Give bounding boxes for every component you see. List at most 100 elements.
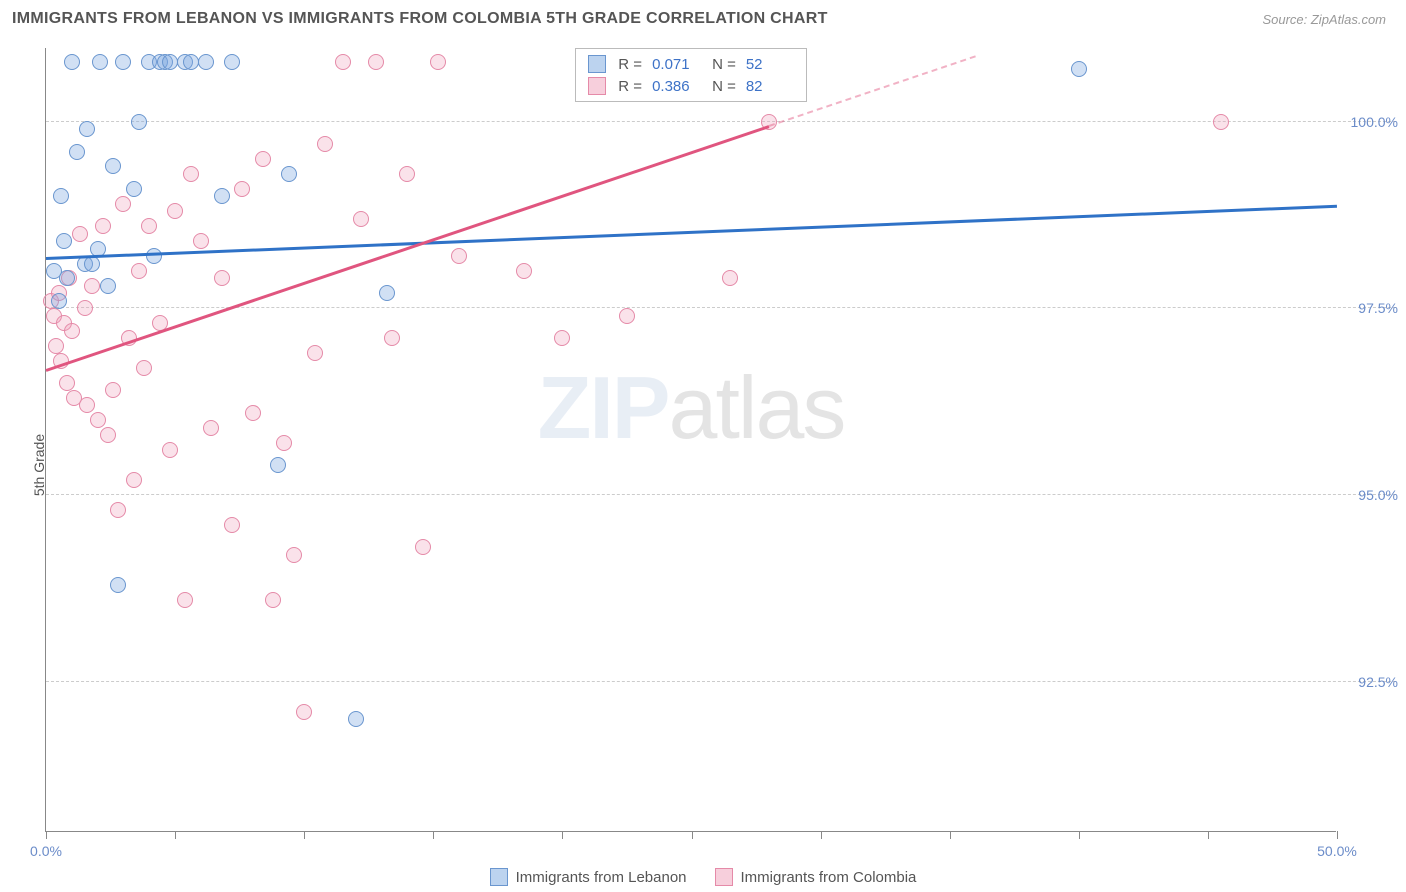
scatter-point (368, 54, 384, 70)
x-tick (1208, 831, 1209, 839)
swatch-pink-icon (715, 868, 733, 886)
scatter-point (430, 54, 446, 70)
scatter-point (722, 270, 738, 286)
scatter-point (100, 427, 116, 443)
scatter-point (224, 517, 240, 533)
scatter-point (183, 166, 199, 182)
scatter-point (415, 539, 431, 555)
scatter-point (198, 54, 214, 70)
scatter-point (265, 592, 281, 608)
scatter-point (141, 218, 157, 234)
scatter-point (193, 233, 209, 249)
gridline (46, 494, 1396, 495)
scatter-point (53, 188, 69, 204)
scatter-point (146, 248, 162, 264)
scatter-point (115, 196, 131, 212)
scatter-point (296, 704, 312, 720)
scatter-point (110, 502, 126, 518)
scatter-point (48, 338, 64, 354)
x-tick-label: 50.0% (1317, 843, 1357, 859)
y-tick-label: 97.5% (1342, 300, 1398, 316)
scatter-point (95, 218, 111, 234)
scatter-point (554, 330, 570, 346)
scatter-point (384, 330, 400, 346)
scatter-point (79, 397, 95, 413)
legend-item-lebanon: Immigrants from Lebanon (490, 868, 687, 886)
swatch-blue-icon (588, 55, 606, 73)
scatter-point (126, 472, 142, 488)
x-tick (692, 831, 693, 839)
scatter-point (399, 166, 415, 182)
legend-label-blue: Immigrants from Lebanon (516, 869, 687, 886)
scatter-point (59, 270, 75, 286)
scatter-point (126, 181, 142, 197)
chart-container: 5th Grade ZIPatlas R =0.071N =52R =0.386… (0, 38, 1406, 892)
scatter-point (100, 278, 116, 294)
scatter-point (115, 54, 131, 70)
gridline (46, 121, 1396, 122)
y-tick-label: 95.0% (1342, 487, 1398, 503)
scatter-point (214, 270, 230, 286)
scatter-point (224, 54, 240, 70)
scatter-point (72, 226, 88, 242)
y-tick-label: 100.0% (1342, 114, 1398, 130)
scatter-point (167, 203, 183, 219)
scatter-point (451, 248, 467, 264)
r-label: R = (618, 78, 642, 95)
scatter-point (619, 308, 635, 324)
legend-row: R =0.071N =52 (576, 53, 806, 75)
scatter-point (110, 577, 126, 593)
scatter-point (64, 54, 80, 70)
scatter-point (177, 592, 193, 608)
scatter-point (245, 405, 261, 421)
scatter-point (92, 54, 108, 70)
scatter-point (77, 300, 93, 316)
scatter-point (105, 158, 121, 174)
n-value: 82 (746, 78, 794, 95)
x-tick (46, 831, 47, 839)
scatter-point (286, 547, 302, 563)
x-tick (1337, 831, 1338, 839)
scatter-point (307, 345, 323, 361)
y-tick-label: 92.5% (1342, 674, 1398, 690)
scatter-point (214, 188, 230, 204)
x-tick (562, 831, 563, 839)
scatter-point (335, 54, 351, 70)
source-label: Source: ZipAtlas.com (1262, 12, 1386, 27)
swatch-blue-icon (490, 868, 508, 886)
scatter-point (56, 233, 72, 249)
scatter-point (281, 166, 297, 182)
scatter-point (162, 54, 178, 70)
n-label: N = (712, 78, 736, 95)
swatch-pink-icon (588, 77, 606, 95)
scatter-point (51, 293, 67, 309)
x-tick-label: 0.0% (30, 843, 62, 859)
scatter-point (203, 420, 219, 436)
x-tick (821, 831, 822, 839)
x-tick (433, 831, 434, 839)
scatter-point (255, 151, 271, 167)
x-tick (950, 831, 951, 839)
scatter-point (1071, 61, 1087, 77)
scatter-point (1213, 114, 1229, 130)
scatter-point (131, 263, 147, 279)
scatter-point (234, 181, 250, 197)
scatter-point (105, 382, 121, 398)
gridline (46, 681, 1396, 682)
scatter-point (69, 144, 85, 160)
scatter-point (317, 136, 333, 152)
stats-legend: R =0.071N =52R =0.386N =82 (575, 48, 807, 102)
r-value: 0.071 (652, 56, 700, 73)
watermark-rest: atlas (669, 358, 845, 457)
scatter-point (348, 711, 364, 727)
scatter-point (183, 54, 199, 70)
n-label: N = (712, 56, 736, 73)
r-label: R = (618, 56, 642, 73)
scatter-point (84, 278, 100, 294)
scatter-point (59, 375, 75, 391)
scatter-point (136, 360, 152, 376)
plot-area: ZIPatlas R =0.071N =52R =0.386N =82 92.5… (45, 48, 1336, 832)
scatter-point (353, 211, 369, 227)
legend-label-pink: Immigrants from Colombia (741, 869, 917, 886)
legend-row: R =0.386N =82 (576, 75, 806, 97)
